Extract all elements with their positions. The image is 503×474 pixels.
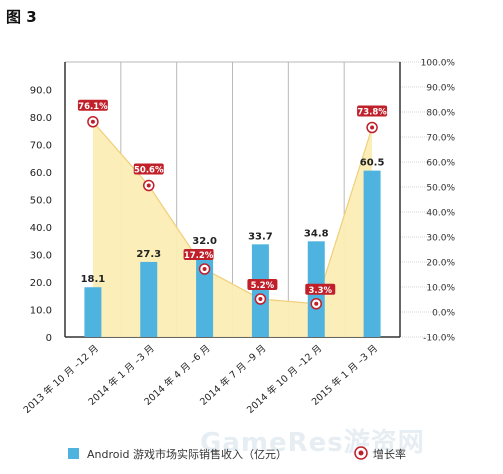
growth-rate-label-bg bbox=[247, 279, 278, 290]
y-right-tick-label: 0.0% bbox=[432, 309, 455, 319]
growth-rate-label-bg bbox=[77, 99, 108, 111]
y-right-tick-label: 40.0% bbox=[426, 209, 455, 219]
y-left-tick-label: 0 bbox=[46, 333, 52, 344]
y-right-tick-label: 70.0% bbox=[426, 134, 455, 144]
growth-rate-label-bg bbox=[305, 283, 336, 295]
revenue-bar bbox=[196, 249, 214, 337]
growth-rate-label: 76.1% bbox=[78, 102, 108, 112]
revenue-bar bbox=[251, 244, 269, 337]
y-left-tick-label: 20.0 bbox=[30, 278, 52, 289]
revenue-bar bbox=[363, 170, 381, 337]
y-left-tick-label: 30.0 bbox=[30, 251, 52, 262]
y-left-tick-label: 60.0 bbox=[30, 168, 52, 179]
growth-rate-label: 5.2% bbox=[251, 281, 275, 291]
legend-bar-swatch bbox=[68, 448, 79, 459]
y-left-tick-label: 70.0 bbox=[30, 141, 52, 152]
growth-rate-label: 73.8% bbox=[357, 108, 387, 118]
y-left-tick-label: 90.0 bbox=[30, 86, 52, 97]
revenue-bar-label: 27.3 bbox=[136, 249, 161, 260]
revenue-bar-label: 60.5 bbox=[360, 158, 385, 169]
y-left-tick-label: 50.0 bbox=[30, 196, 52, 207]
growth-rate-marker-dot bbox=[258, 297, 263, 301]
growth-rate-marker-dot bbox=[314, 301, 319, 306]
revenue-bar-label: 18.1 bbox=[81, 274, 106, 285]
revenue-bar-label: 32.0 bbox=[192, 236, 217, 247]
growth-rate-label: 50.6% bbox=[134, 166, 164, 176]
y-right-tick-label: 30.0% bbox=[426, 234, 455, 244]
revenue-bar bbox=[84, 287, 102, 337]
growth-rate-label-bg bbox=[133, 163, 164, 175]
y-left-tick-label: 10.0 bbox=[30, 306, 52, 317]
y-right-tick-label: 60.0% bbox=[426, 159, 455, 169]
growth-rate-line bbox=[92, 121, 373, 305]
y-left-tick-label: 40.0 bbox=[30, 223, 52, 234]
growth-rate-label: 3.3% bbox=[308, 286, 332, 296]
growth-rate-label: 17.2% bbox=[184, 251, 214, 261]
growth-rate-label-bg bbox=[357, 105, 388, 117]
watermark: GameRes游资网 bbox=[200, 428, 425, 458]
growth-rate-marker-dot bbox=[202, 267, 207, 271]
legend-bar-label: Android 游戏市场实际销售收入（亿元） bbox=[87, 448, 288, 461]
growth-rate-marker-dot bbox=[370, 125, 375, 130]
y-right-tick-label: 10.0% bbox=[426, 284, 455, 294]
legend-rate-label: 增长率 bbox=[373, 448, 406, 461]
growth-rate-marker-dot bbox=[146, 183, 151, 188]
revenue-bar-label: 33.7 bbox=[248, 231, 273, 242]
revenue-bar bbox=[140, 261, 158, 337]
figure-label: 图 3 bbox=[6, 8, 37, 26]
x-tick-label: 2013 年 10 月 –12 月 bbox=[21, 342, 101, 416]
growth-rate-label-bg bbox=[183, 249, 214, 260]
revenue-bar-label: 34.8 bbox=[304, 228, 329, 239]
y-right-tick-label: 50.0% bbox=[426, 184, 455, 194]
y-right-tick-label: 100.0% bbox=[421, 59, 456, 69]
growth-rate-area bbox=[92, 121, 373, 337]
y-right-tick-label: 20.0% bbox=[426, 259, 455, 269]
legend-rate-marker bbox=[354, 446, 368, 460]
y-right-tick-label: 90.0% bbox=[426, 84, 455, 94]
y-left-tick-label: 80.0 bbox=[30, 113, 52, 124]
growth-rate-marker-dot bbox=[90, 119, 95, 124]
y-right-tick-label: -10.0% bbox=[423, 334, 455, 344]
y-right-tick-label: 80.0% bbox=[426, 109, 455, 119]
